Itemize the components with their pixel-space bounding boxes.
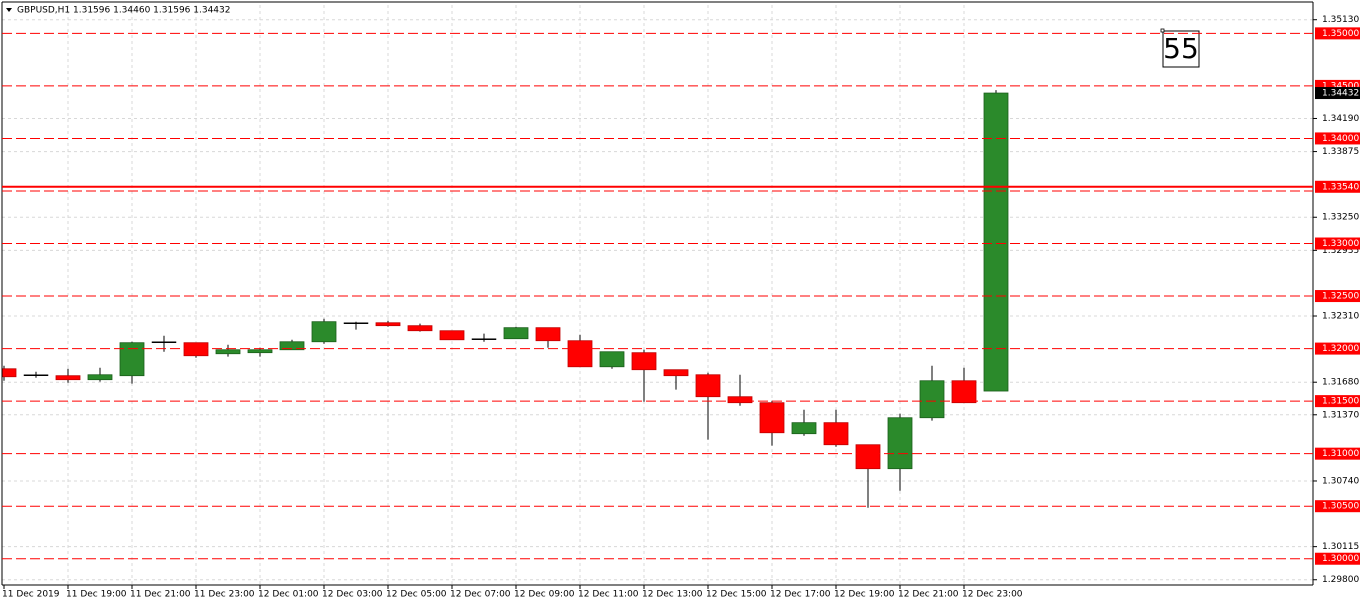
chart-title: GBPUSD,H1 1.31596 1.34460 1.31596 1.3443… [17, 6, 230, 16]
candle-body [247, 349, 273, 354]
y-tick-label: 1.31680 [1322, 378, 1359, 388]
candle-body [23, 374, 49, 376]
x-tick-label: 12 Dec 07:00 [450, 590, 511, 600]
x-tick-label: 11 Dec 23:00 [194, 590, 255, 600]
price-level-tag [1315, 132, 1360, 145]
candle-body [855, 444, 881, 470]
price-level-label: 1.35000 [1322, 29, 1359, 39]
price-level-label: 1.30500 [1322, 502, 1359, 512]
x-tick-label: 11 Dec 19:00 [66, 590, 127, 600]
candle-body [567, 340, 593, 368]
candle-body [535, 327, 561, 342]
x-tick-label: 12 Dec 21:00 [898, 590, 959, 600]
last-price-tag [1315, 87, 1360, 100]
candle-body [215, 349, 241, 355]
candle-body [151, 341, 177, 344]
candle-body [503, 327, 529, 340]
grid [2, 5, 1313, 585]
y-tick-label: 1.32935 [1322, 246, 1359, 256]
candle-body [343, 322, 369, 324]
y-tick-label: 1.30115 [1322, 542, 1359, 552]
y-tick-label: 1.33875 [1322, 147, 1359, 157]
candle-body [311, 321, 337, 343]
annotation-box [1162, 30, 1200, 68]
price-level-tag [1315, 180, 1360, 193]
y-tick-label: 1.35130 [1322, 15, 1359, 25]
price-level-label: 1.32000 [1322, 344, 1359, 354]
menu-arrow[interactable] [6, 8, 12, 12]
price-level-label: 1.34000 [1322, 134, 1359, 144]
y-tick-label: 1.31370 [1322, 410, 1359, 420]
candle-body [695, 374, 721, 398]
candle-body [439, 330, 465, 341]
candle-body [759, 402, 785, 434]
candle-body [471, 338, 497, 340]
x-tick-label: 11 Dec 2019 [2, 590, 60, 600]
x-tick-label: 12 Dec 09:00 [514, 590, 575, 600]
last-price-label: 1.34432 [1322, 89, 1359, 99]
price-level-tag [1315, 290, 1360, 303]
candle-body [375, 322, 401, 327]
price-level-label: 1.31500 [1322, 397, 1359, 407]
price-level-label: 1.31000 [1322, 449, 1359, 459]
candle-body [119, 342, 145, 377]
axes [1, 1, 1314, 586]
candle-body [887, 417, 913, 470]
price-level-label: 1.32500 [1322, 292, 1359, 302]
x-tick-label: 12 Dec 01:00 [258, 590, 319, 600]
candle-body [407, 325, 433, 332]
x-tick-label: 12 Dec 19:00 [834, 590, 895, 600]
y-tick-label: 1.33250 [1322, 213, 1359, 223]
candle-body [183, 342, 209, 357]
candle-body [663, 369, 689, 377]
price-level-tag [1315, 500, 1360, 513]
y-tick-label: 1.30740 [1322, 476, 1359, 486]
price-level-label: 1.33000 [1322, 239, 1359, 249]
price-level-label: 1.34500 [1322, 81, 1359, 91]
candle-body [599, 351, 625, 368]
price-level-label: 1.33540 [1322, 182, 1359, 192]
annotation-anchor [1160, 28, 1165, 33]
y-tick-label: 1.32310 [1322, 312, 1359, 322]
price-level-label: 1.30000 [1322, 554, 1359, 564]
candle-body [727, 396, 753, 404]
plot-area [2, 90, 1009, 508]
price-level-tag [1315, 237, 1360, 250]
x-tick-label: 12 Dec 17:00 [770, 590, 831, 600]
candle-body [823, 422, 849, 446]
candle-body [55, 375, 81, 381]
candle-body [983, 92, 1009, 392]
x-tick-label: 12 Dec 03:00 [322, 590, 383, 600]
annotation: 55 [1163, 32, 1199, 65]
price-level-tag [1315, 27, 1360, 40]
price-level-tag [1315, 342, 1360, 355]
candle-body [631, 352, 657, 371]
x-tick-label: 12 Dec 23:00 [962, 590, 1023, 600]
x-tick-label: 12 Dec 15:00 [706, 590, 767, 600]
x-tick-label: 12 Dec 13:00 [642, 590, 703, 600]
x-tick-label: 12 Dec 11:00 [578, 590, 639, 600]
y-tick-label: 1.29800 [1322, 575, 1359, 585]
price-level-tag [1315, 447, 1360, 460]
price-level-tag [1315, 552, 1360, 565]
candle-body [2, 368, 17, 378]
candle-body [791, 422, 817, 435]
candle-body [919, 380, 945, 419]
x-tick-label: 11 Dec 21:00 [130, 590, 191, 600]
x-tick-label: 12 Dec 05:00 [386, 590, 447, 600]
candle-body [87, 374, 113, 381]
candle-body [279, 341, 305, 351]
candle-body [951, 380, 977, 404]
y-tick-label: 1.34190 [1322, 114, 1359, 124]
price-level-tag [1315, 395, 1360, 408]
